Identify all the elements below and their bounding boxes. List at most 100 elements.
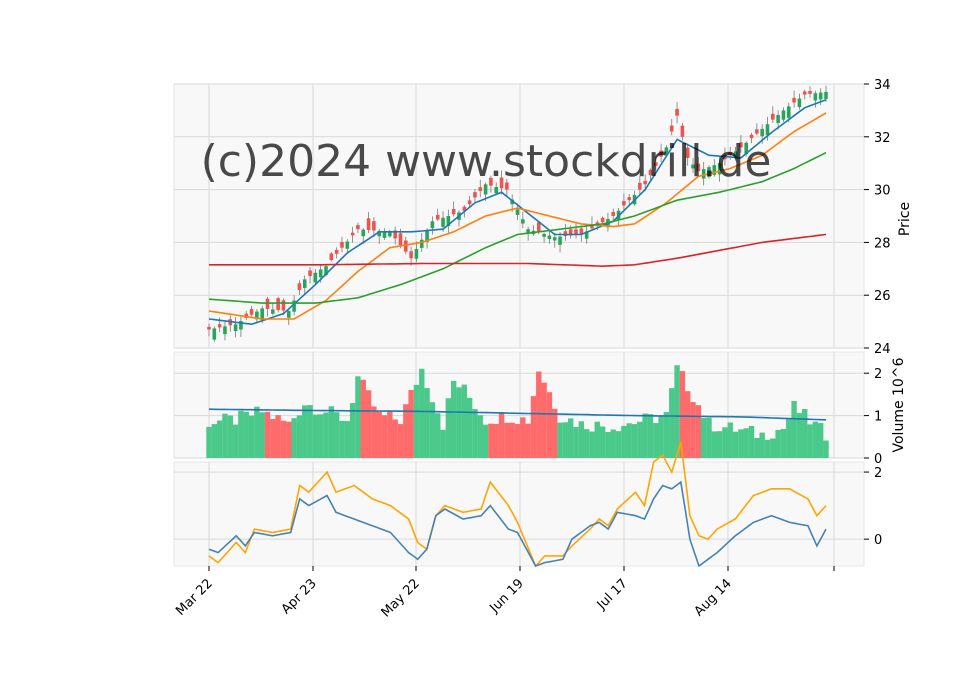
volume-bar	[690, 402, 696, 458]
volume-bar	[509, 422, 515, 458]
volume-bar	[759, 432, 765, 458]
x-tick-label: Jun 19	[487, 576, 527, 616]
volume-bar	[589, 431, 595, 458]
candle-body	[398, 233, 403, 246]
volume-bar	[743, 428, 749, 458]
candle-body	[558, 236, 562, 245]
volume-bar	[248, 415, 255, 458]
candle-body	[467, 200, 472, 205]
volume-bar	[482, 424, 489, 458]
volume-bar	[445, 398, 452, 458]
volume-bar	[498, 412, 505, 458]
volume-bar	[594, 421, 600, 458]
candle-body	[584, 231, 589, 239]
candle-body	[494, 186, 499, 194]
volume-bar	[397, 424, 404, 458]
candle-body	[776, 115, 780, 123]
candle-body	[212, 328, 217, 340]
ind-panel-background	[173, 461, 865, 567]
volume-bar	[254, 406, 260, 458]
volume-bar	[264, 411, 271, 458]
candle-body	[223, 326, 227, 335]
candle-body	[377, 230, 382, 237]
candle-body	[207, 326, 211, 330]
candle-body	[680, 125, 685, 137]
candle-body	[249, 309, 254, 315]
volume-bar	[770, 438, 776, 458]
candle-body	[744, 142, 749, 155]
candle-body	[653, 162, 658, 166]
volume-bar	[658, 416, 664, 458]
candle-body	[345, 241, 350, 249]
candle-body	[276, 298, 280, 310]
candle-body	[409, 251, 413, 259]
volume-bar	[663, 412, 670, 458]
volume-bar	[599, 426, 606, 458]
candle-body	[552, 237, 557, 241]
volume-bar	[280, 420, 287, 458]
candle-body	[404, 240, 408, 252]
candle-body	[239, 321, 243, 330]
candle-body	[340, 241, 344, 248]
x-tick-label: Jul 17	[594, 576, 631, 613]
volume-bar	[546, 392, 553, 458]
candle-body	[579, 228, 584, 235]
volume-bar	[355, 376, 361, 458]
candle-body	[430, 221, 435, 229]
x-tick-label: Mar 22	[173, 576, 216, 619]
volume-bar	[700, 418, 707, 458]
candle-body	[574, 229, 578, 236]
volume-bar	[573, 427, 579, 458]
volume-bar	[754, 437, 760, 458]
candle-body	[489, 177, 493, 186]
candle-body	[669, 125, 674, 132]
candle-body	[765, 124, 770, 136]
candle-body	[419, 239, 424, 248]
volume-bar	[270, 419, 276, 458]
candle-body	[446, 216, 451, 226]
volume-bar	[381, 415, 388, 458]
candle-body	[334, 249, 339, 254]
candle-body	[542, 233, 546, 237]
candle-body	[425, 230, 429, 242]
price-y-tick-label: 26	[874, 289, 891, 304]
candle-body	[233, 324, 238, 332]
volume-bar	[631, 424, 638, 458]
volume-bar	[429, 402, 436, 458]
volume-bar	[562, 422, 569, 458]
candle-body	[760, 128, 764, 137]
volume-bar	[727, 422, 733, 458]
candle-body	[451, 208, 456, 215]
indicator-line	[208, 480, 827, 568]
indicator-line	[208, 441, 827, 568]
volume-bar	[328, 406, 335, 458]
candle-body	[781, 110, 786, 120]
candle-body	[478, 187, 483, 191]
volume-bar	[243, 411, 249, 458]
candle-body	[664, 147, 669, 155]
volume-bar	[307, 405, 313, 458]
volume-bar	[387, 411, 393, 458]
volume-bar	[344, 421, 350, 458]
volume-axis-label: Volume 10^6	[891, 357, 907, 452]
volume-bar	[472, 409, 478, 458]
volume-bar	[812, 421, 819, 458]
candle-body	[356, 225, 360, 230]
moving-average-line	[208, 151, 827, 304]
volume-bar	[339, 420, 345, 458]
volume-bar	[286, 421, 292, 458]
candle-body	[255, 311, 259, 320]
candle-body	[441, 217, 445, 227]
candle-body	[786, 106, 791, 118]
x-tick-label: Aug 14	[692, 576, 735, 619]
volume-bar	[317, 414, 324, 458]
candle-body	[590, 224, 594, 229]
candle-body	[547, 235, 552, 239]
volume-bar	[493, 423, 499, 458]
volume-bar	[413, 384, 420, 458]
volume-bar	[238, 410, 244, 458]
volume-bar	[477, 415, 483, 458]
volume-bar	[642, 413, 648, 458]
